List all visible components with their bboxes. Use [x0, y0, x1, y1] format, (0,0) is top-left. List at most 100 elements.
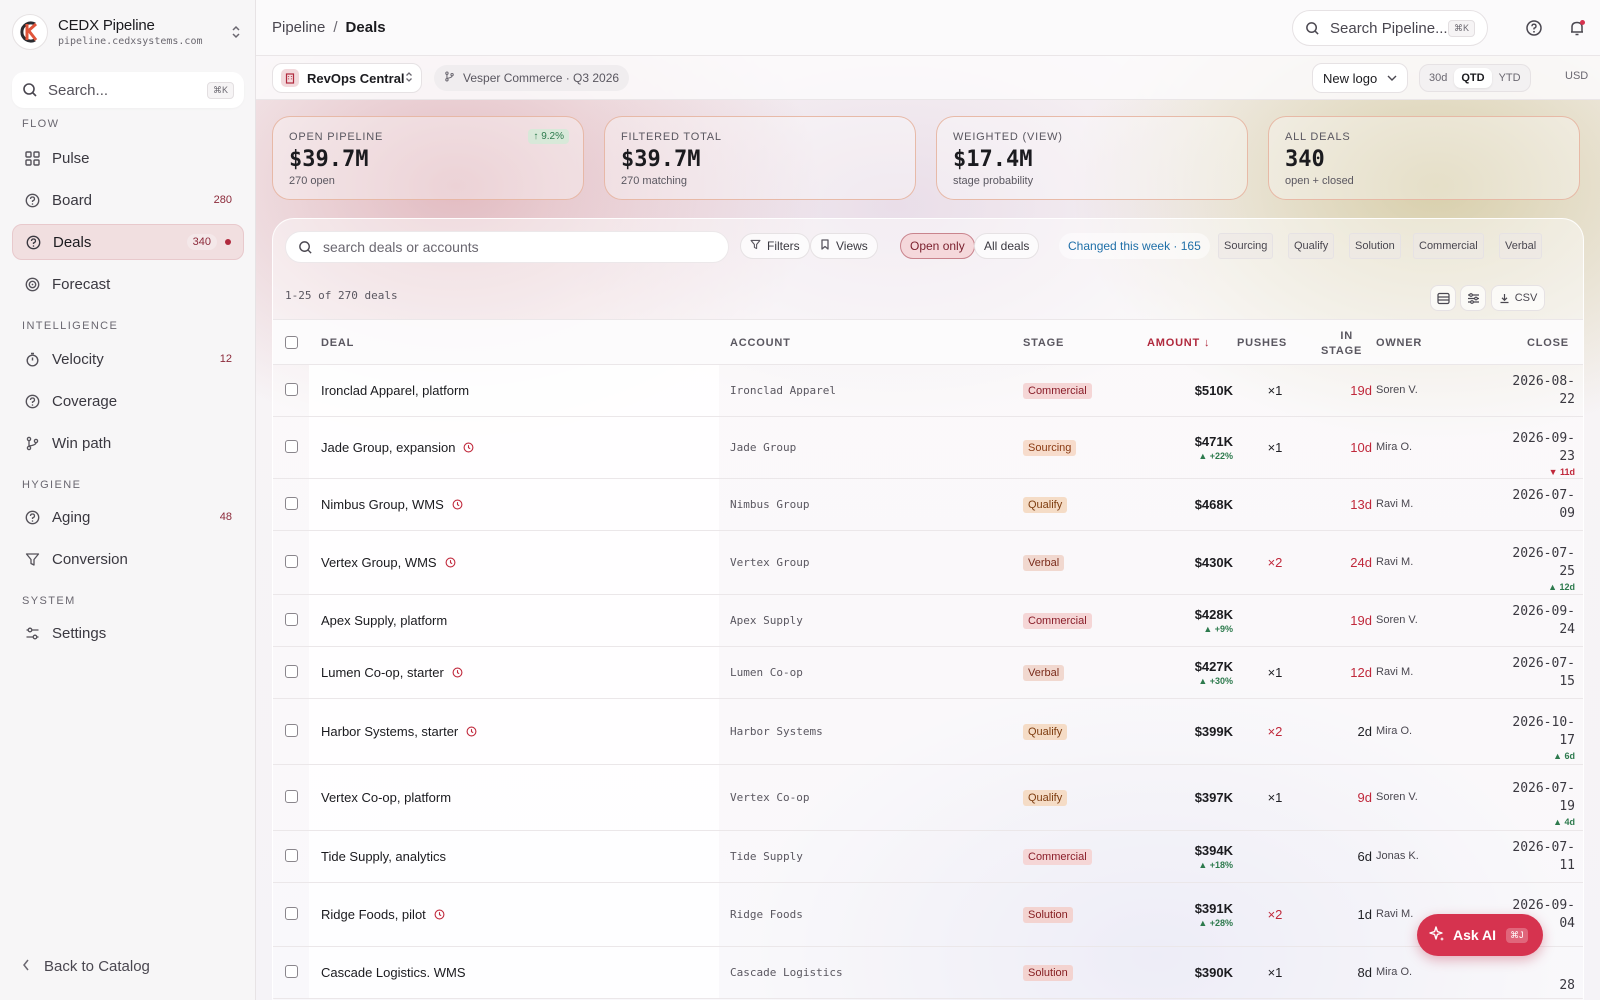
deal-name-link[interactable]: Nimbus Group, WMS [321, 497, 463, 512]
owner-name[interactable]: Mira O. [1376, 966, 1413, 978]
row-checkbox[interactable] [285, 497, 298, 510]
owner-name[interactable]: Ravi M. [1376, 498, 1414, 510]
column-pushes[interactable]: PUSHES [1237, 337, 1288, 349]
kpi-open-pipeline[interactable]: OPEN PIPELINE $39.7M 270 open ↑ 9.2% [272, 116, 584, 200]
stage-chip-sourcing[interactable]: Sourcing [1218, 233, 1274, 259]
all-deals-toggle[interactable]: All deals [974, 233, 1040, 259]
views-button[interactable]: Views [810, 233, 878, 259]
table-row[interactable]: Nimbus Group, WMS Nimbus Group Qualify $468… [273, 479, 1583, 531]
filters-button[interactable]: Filters [740, 233, 810, 259]
currency-label[interactable]: USD [1565, 70, 1589, 82]
breadcrumb-root[interactable]: Pipeline [272, 19, 326, 36]
sidebar-item-settings[interactable]: Settings [12, 615, 244, 651]
sidebar-search[interactable]: Search... ⌘K [12, 72, 244, 108]
account-name[interactable]: Tide Supply [730, 850, 803, 863]
deal-name-link[interactable]: Apex Supply, platform [321, 613, 447, 628]
deal-name-link[interactable]: Jade Group, expansion [321, 440, 474, 455]
account-name[interactable]: Nimbus Group [730, 498, 810, 511]
table-row[interactable]: Vertex Group, WMS Vertex Group Verbal $430K… [273, 531, 1583, 595]
owner-name[interactable]: Ravi M. [1376, 908, 1414, 920]
scenario-chip[interactable]: Vesper Commerce · Q3 2026 [434, 65, 630, 91]
deal-name-link[interactable]: Cascade Logistics. WMS [321, 965, 466, 980]
deal-name-link[interactable]: Tide Supply, analytics [321, 849, 446, 864]
changed-this-week-chip[interactable]: Changed this week · 165 [1059, 233, 1210, 259]
table-row[interactable]: Cascade Logistics. WMS Cascade Logistics S… [273, 947, 1583, 999]
owner-name[interactable]: Ravi M. [1376, 666, 1414, 678]
table-row[interactable]: Apex Supply, platform Apex Supply Commerci… [273, 595, 1583, 647]
deal-name-link[interactable]: Vertex Group, WMS [321, 555, 456, 570]
kpi-all-deals[interactable]: ALL DEALS 340 open + closed [1268, 116, 1580, 200]
deal-name-link[interactable]: Vertex Co-op, platform [321, 790, 451, 805]
ask-ai-button[interactable]: Ask AI ⌘J [1417, 914, 1543, 956]
row-checkbox[interactable] [285, 665, 298, 678]
account-name[interactable]: Ironclad Apparel [730, 384, 836, 397]
account-name[interactable]: Apex Supply [730, 614, 803, 627]
row-checkbox[interactable] [285, 849, 298, 862]
column-owner[interactable]: OWNER [1376, 337, 1423, 349]
owner-name[interactable]: Jonas K. [1376, 850, 1419, 862]
row-checkbox[interactable] [285, 790, 298, 803]
row-checkbox[interactable] [285, 440, 298, 453]
workspace-select[interactable]: RevOps Central [272, 63, 422, 93]
segment-select[interactable]: New logo [1312, 63, 1408, 93]
sidebar-item-win-path[interactable]: Win path [12, 425, 244, 461]
column-close[interactable]: CLOSE [1527, 337, 1569, 349]
row-checkbox[interactable] [285, 965, 298, 978]
period-30d[interactable]: 30d [1429, 72, 1448, 84]
sidebar-item-conversion[interactable]: Conversion [12, 541, 244, 577]
column-in-stage[interactable]: IN STAGE [1321, 329, 1361, 359]
table-row[interactable]: Ridge Foods, pilot Ridge Foods Solution $39… [273, 883, 1583, 947]
deal-name-link[interactable]: Harbor Systems, starter [321, 724, 477, 739]
column-stage[interactable]: STAGE [1023, 337, 1065, 349]
row-checkbox[interactable] [285, 907, 298, 920]
stage-chip-qualify[interactable]: Qualify [1288, 233, 1335, 259]
export-csv-button[interactable]: CSV [1491, 285, 1545, 311]
owner-name[interactable]: Ravi M. [1376, 556, 1414, 568]
account-name[interactable]: Jade Group [730, 441, 797, 454]
account-name[interactable]: Harbor Systems [730, 725, 823, 738]
owner-name[interactable]: Soren V. [1376, 614, 1418, 626]
row-checkbox[interactable] [285, 613, 298, 626]
account-name[interactable]: Ridge Foods [730, 908, 803, 921]
sidebar-item-coverage[interactable]: Coverage [12, 383, 244, 419]
deal-search-input[interactable]: search deals or accounts [285, 231, 729, 263]
column-amount[interactable]: AMOUNT ↓ [1147, 337, 1210, 349]
columns-settings-icon[interactable] [1460, 285, 1486, 311]
table-row[interactable]: Tide Supply, analytics Tide Supply Commerc… [273, 831, 1583, 883]
sidebar-item-board[interactable]: Board 280 [12, 182, 244, 218]
table-row[interactable]: Lumen Co-op, starter Lumen Co-op Verbal $42… [273, 647, 1583, 699]
period-qtd[interactable]: QTD [1454, 68, 1492, 88]
sidebar-item-aging[interactable]: Aging 48 [12, 499, 244, 535]
select-all-checkbox[interactable] [285, 336, 298, 349]
table-row[interactable]: Harbor Systems, starter Harbor Systems Qua… [273, 699, 1583, 765]
period-ytd[interactable]: YTD [1498, 72, 1521, 84]
account-name[interactable]: Cascade Logistics [730, 966, 843, 979]
stage-chip-solution[interactable]: Solution [1349, 233, 1401, 259]
owner-name[interactable]: Mira O. [1376, 441, 1413, 453]
deal-name-link[interactable]: Ridge Foods, pilot [321, 907, 445, 922]
account-name[interactable]: Lumen Co-op [730, 666, 803, 679]
kpi-filtered-total[interactable]: FILTERED TOTAL $39.7M 270 matching [604, 116, 916, 200]
help-icon[interactable] [1524, 18, 1544, 38]
row-checkbox[interactable] [285, 555, 298, 568]
deal-name-link[interactable]: Ironclad Apparel, platform [321, 383, 469, 398]
density-icon[interactable] [1430, 285, 1456, 311]
back-to-catalog-link[interactable]: Back to Catalog [22, 958, 150, 975]
table-row[interactable]: Jade Group, expansion Jade Group Sourcing $… [273, 417, 1583, 479]
stage-chip-commercial[interactable]: Commercial [1413, 233, 1484, 259]
table-row[interactable]: Vertex Co-op, platform Vertex Co-op Qualif… [273, 765, 1583, 831]
open-only-toggle[interactable]: Open only [900, 233, 975, 259]
account-name[interactable]: Vertex Group [730, 556, 810, 569]
row-checkbox[interactable] [285, 724, 298, 737]
owner-name[interactable]: Mira O. [1376, 725, 1413, 737]
column-account[interactable]: ACCOUNT [730, 337, 791, 349]
deal-name-link[interactable]: Lumen Co-op, starter [321, 665, 463, 680]
global-search[interactable]: Search Pipeline... ⌘K [1292, 10, 1488, 46]
bell-icon[interactable] [1567, 18, 1587, 38]
sidebar-item-deals[interactable]: Deals 340 [12, 224, 244, 260]
workspace-switcher[interactable]: CEDX Pipeline pipeline.cedxsystems.com [12, 12, 244, 52]
account-name[interactable]: Vertex Co-op [730, 791, 810, 804]
row-checkbox[interactable] [285, 383, 298, 396]
sidebar-item-velocity[interactable]: Velocity 12 [12, 341, 244, 377]
table-row[interactable]: Ironclad Apparel, platform Ironclad Appar… [273, 365, 1583, 417]
